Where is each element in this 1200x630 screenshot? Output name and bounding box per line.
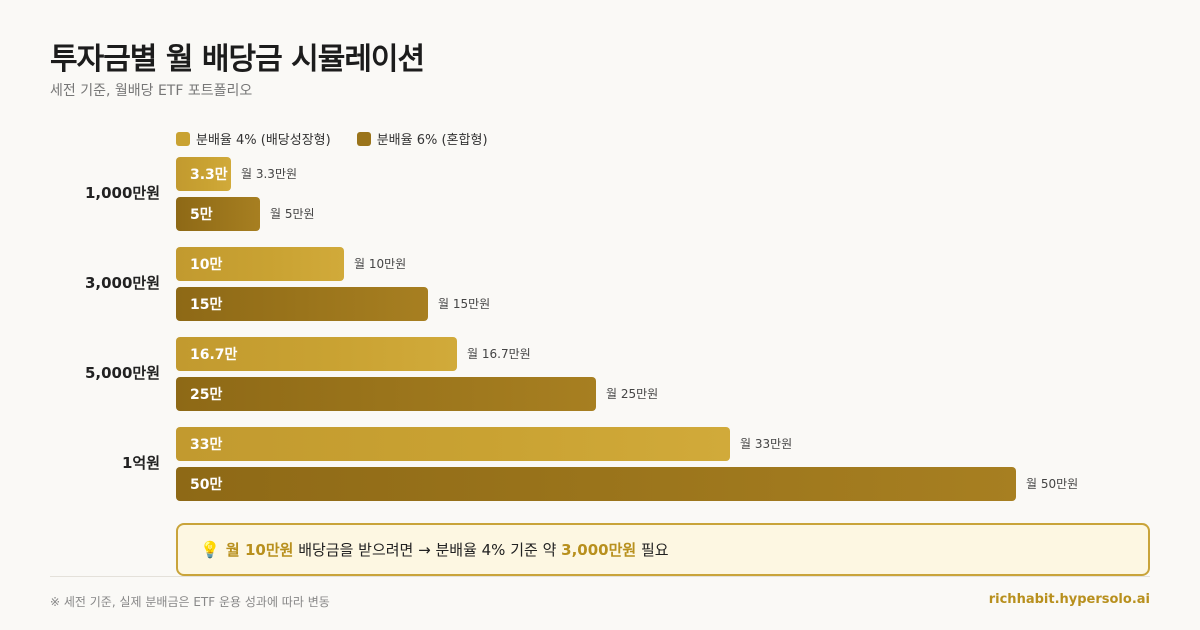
bar-4pct: 16.7만 [176,337,457,371]
callout-text: 배당금을 받으려면 → 분배율 4% 기준 약 [293,541,562,559]
bar-end-label: 월 5만원 [270,207,315,221]
bar-end-label: 월 3.3만원 [241,167,298,181]
callout-target-amount: 월 10만원 [225,541,294,559]
bar-value-label: 50만 [190,477,223,493]
bar-4pct: 33만 [176,427,730,461]
category-label: 1,000만원 [84,184,160,202]
page-subtitle: 세전 기준, 월배당 ETF 포트폴리오 [50,83,253,99]
bar-end-label: 월 10만원 [354,257,407,271]
footer-divider [50,576,1150,577]
chart-legend: 분배율 4% (배당성장형) 분배율 6% (혼합형) [176,129,488,148]
bar-end-label: 월 33만원 [740,437,793,451]
legend-swatch-6pct [356,131,371,146]
legend-item-6pct: 분배율 6% (혼합형) [356,129,488,148]
bar-end-label: 월 15만원 [438,297,491,311]
callout-required-amount: 3,000만원 [561,541,637,559]
page-title: 투자금별 월 배당금 시뮬레이션 [50,42,425,77]
bar-4pct: 10만 [176,247,344,281]
bar-end-label: 월 50만원 [1026,477,1079,491]
bar-value-label: 5만 [190,207,213,223]
bar-value-label: 10만 [190,257,223,273]
bar-6pct: 25만 [176,377,596,411]
callout-suffix: 필요 [636,541,669,559]
category-label: 1억원 [121,454,160,472]
bar-6pct: 50만 [176,467,1016,501]
bar-value-label: 33만 [190,437,223,453]
site-link[interactable]: richhabit.hypersolo.ai [988,592,1150,607]
category-label: 3,000만원 [84,274,160,292]
footnote: ※ 세전 기준, 실제 분배금은 ETF 운용 성과에 따라 변동 [50,595,330,609]
bar-end-label: 월 16.7만원 [467,347,531,361]
legend-label-6pct: 분배율 6% (혼합형) [376,133,488,148]
bar-6pct: 15만 [176,287,428,321]
category-label: 5,000만원 [84,364,160,382]
tip-callout: 💡 월 10만원 배당금을 받으려면 → 분배율 4% 기준 약 3,000만원… [176,523,1150,576]
bar-value-label: 15만 [190,297,223,313]
bar-value-label: 16.7만 [190,347,238,363]
bar-value-label: 25만 [190,387,223,403]
legend-label-4pct: 분배율 4% (배당성장형) [196,133,331,148]
bar-value-label: 3.3만 [190,167,228,183]
lightbulb-icon: 💡 [200,540,220,559]
bar-6pct: 5만 [176,197,260,231]
bar-end-label: 월 25만원 [606,387,659,401]
legend-item-4pct: 분배율 4% (배당성장형) [176,129,331,148]
bar-4pct: 3.3만 [176,157,231,191]
legend-swatch-4pct [176,131,190,146]
